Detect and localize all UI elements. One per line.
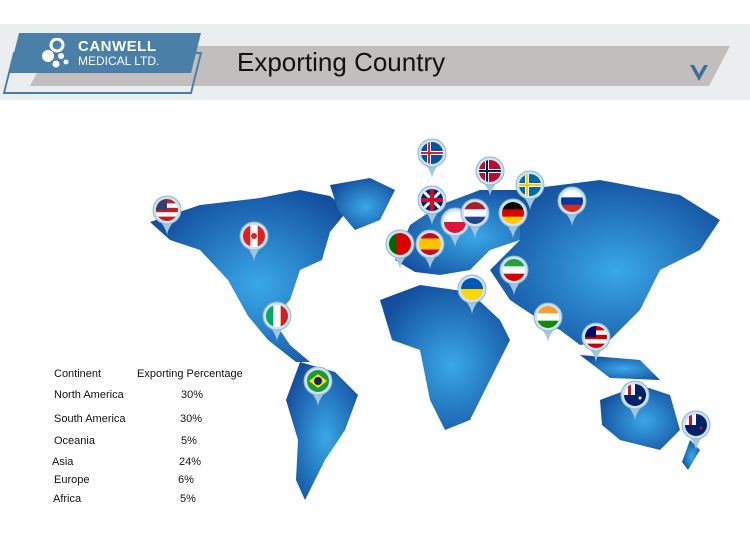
- south-america: [286, 362, 358, 500]
- flag-pin-india-icon: [533, 302, 563, 343]
- flag-pin-malaysia-icon: [581, 322, 611, 363]
- row-percent: 30%: [181, 389, 204, 401]
- flag-pin-uk-icon: [417, 185, 447, 226]
- flag-pin-brazil-icon: [303, 366, 333, 407]
- row-continent: South America: [54, 413, 126, 425]
- greenland: [330, 178, 395, 230]
- row-percent: 5%: [181, 435, 197, 447]
- row-percent: 5%: [180, 493, 196, 505]
- logo-name: CANWELL: [78, 37, 157, 55]
- canwell-logo-icon: [42, 38, 69, 68]
- flag-pin-netherlands-icon: [460, 198, 490, 239]
- flag-pin-germany-icon: [498, 198, 528, 239]
- header-percentage: Exporting Percentage: [137, 368, 243, 380]
- row-percent: 6%: [178, 474, 194, 486]
- north-america: [150, 190, 348, 362]
- flag-pin-portugal-icon: [385, 229, 415, 270]
- logo-subtitle: MEDICAL LTD.: [78, 53, 160, 68]
- flag-pin-iceland-icon: [417, 138, 447, 179]
- flag-pin-iran-icon: [499, 255, 529, 296]
- logo: CANWELL MEDICAL LTD.: [40, 33, 159, 73]
- flag-pin-usa-icon: [152, 195, 182, 236]
- flag-pin-spain-icon: [415, 229, 445, 270]
- row-continent: Asia: [52, 456, 74, 468]
- indonesia: [580, 355, 660, 380]
- chevron-down-icon[interactable]: [688, 62, 710, 84]
- row-continent: North America: [54, 389, 124, 401]
- page-title: Exporting Country: [237, 47, 446, 77]
- africa: [380, 285, 510, 430]
- row-continent: Oceania: [54, 435, 95, 447]
- flag-pin-ukraine-icon: [457, 274, 487, 315]
- flag-pin-new-zealand-icon: [681, 410, 711, 451]
- australia: [600, 385, 680, 450]
- header-continent: Continent: [54, 368, 102, 380]
- row-percent: 24%: [179, 456, 202, 468]
- flag-pin-australia-icon: [620, 380, 650, 421]
- flag-pin-canada-icon: [239, 221, 269, 262]
- world-map: [150, 138, 720, 500]
- flag-pin-mexico-icon: [262, 301, 292, 342]
- flag-pin-sweden-icon: [515, 170, 545, 211]
- row-continent: Europe: [54, 474, 90, 486]
- flag-pin-norway-icon: [475, 156, 505, 197]
- row-continent: Africa: [53, 493, 82, 505]
- row-percent: 30%: [180, 413, 203, 425]
- flag-pin-russia-icon: [557, 186, 587, 227]
